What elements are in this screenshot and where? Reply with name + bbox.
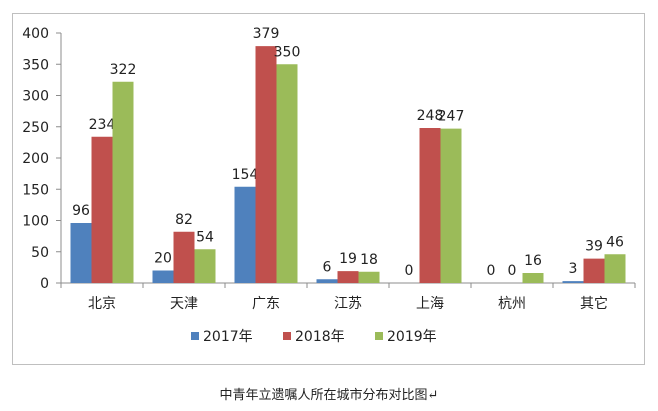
data-label: 18 — [360, 252, 378, 268]
bar — [173, 231, 195, 283]
data-label: 96 — [72, 203, 90, 219]
legend-swatch — [191, 332, 199, 340]
y-tick-label: 250 — [22, 120, 49, 136]
data-label: 379 — [253, 26, 280, 42]
legend-label: 2018年 — [295, 329, 345, 345]
bar — [316, 279, 338, 283]
data-label: 234 — [89, 117, 116, 133]
bar-chart: 05010015020025030035040096234322北京208254… — [22, 26, 636, 345]
bar — [91, 136, 113, 283]
legend-label: 2017年 — [203, 329, 253, 345]
data-label: 19 — [339, 251, 357, 267]
data-label: 20 — [154, 251, 172, 267]
data-label: 16 — [524, 253, 542, 269]
data-label: 3 — [569, 261, 578, 277]
x-tick-label: 广东 — [252, 296, 280, 312]
bar — [358, 271, 380, 283]
bar — [194, 249, 216, 283]
x-tick-label: 其它 — [580, 295, 608, 312]
y-tick-label: 200 — [22, 151, 49, 167]
legend-label: 2019年 — [387, 329, 437, 345]
x-tick-label: 江苏 — [334, 296, 362, 312]
bar — [255, 46, 277, 283]
data-label: 322 — [110, 62, 137, 78]
bar — [583, 258, 605, 283]
data-label: 54 — [196, 229, 214, 245]
data-label: 0 — [508, 263, 517, 279]
x-tick-label: 上海 — [416, 296, 444, 312]
y-tick-label: 400 — [22, 26, 49, 42]
y-tick-label: 100 — [22, 214, 49, 230]
bar — [70, 223, 92, 283]
bar — [276, 64, 298, 283]
data-label: 82 — [175, 212, 193, 228]
bar — [604, 254, 626, 283]
data-label: 39 — [585, 239, 603, 255]
data-label: 46 — [606, 234, 624, 250]
figure-caption: 中青年立遗嘱人所在城市分布对比图↵ — [219, 388, 439, 403]
legend-swatch — [283, 332, 291, 340]
data-label: 6 — [323, 259, 332, 275]
bar — [440, 128, 462, 283]
data-label: 0 — [405, 263, 414, 279]
bar — [337, 271, 359, 283]
y-tick-label: 150 — [22, 182, 49, 198]
y-tick-label: 350 — [22, 57, 49, 73]
x-tick-label: 天津 — [170, 296, 198, 312]
legend-swatch — [375, 332, 383, 340]
data-label: 248 — [417, 108, 444, 124]
bar — [562, 281, 584, 283]
chart-frame: 0 50 100 150 200 250 300 350 400 96 234 322 北京 20 82 54… — [12, 13, 645, 365]
data-label: 0 — [487, 263, 496, 279]
bar — [152, 270, 174, 283]
x-tick-label: 北京 — [88, 296, 116, 312]
x-tick-label: 杭州 — [498, 296, 526, 312]
bar — [522, 273, 544, 283]
y-tick-label: 300 — [22, 89, 49, 105]
bar — [112, 81, 134, 283]
data-label: 154 — [232, 167, 259, 183]
y-tick-label: 50 — [31, 245, 49, 261]
data-label: 247 — [438, 109, 465, 125]
data-label: 350 — [274, 44, 301, 60]
bar — [234, 186, 256, 283]
y-tick-label: 0 — [40, 276, 49, 292]
bar — [419, 128, 441, 283]
